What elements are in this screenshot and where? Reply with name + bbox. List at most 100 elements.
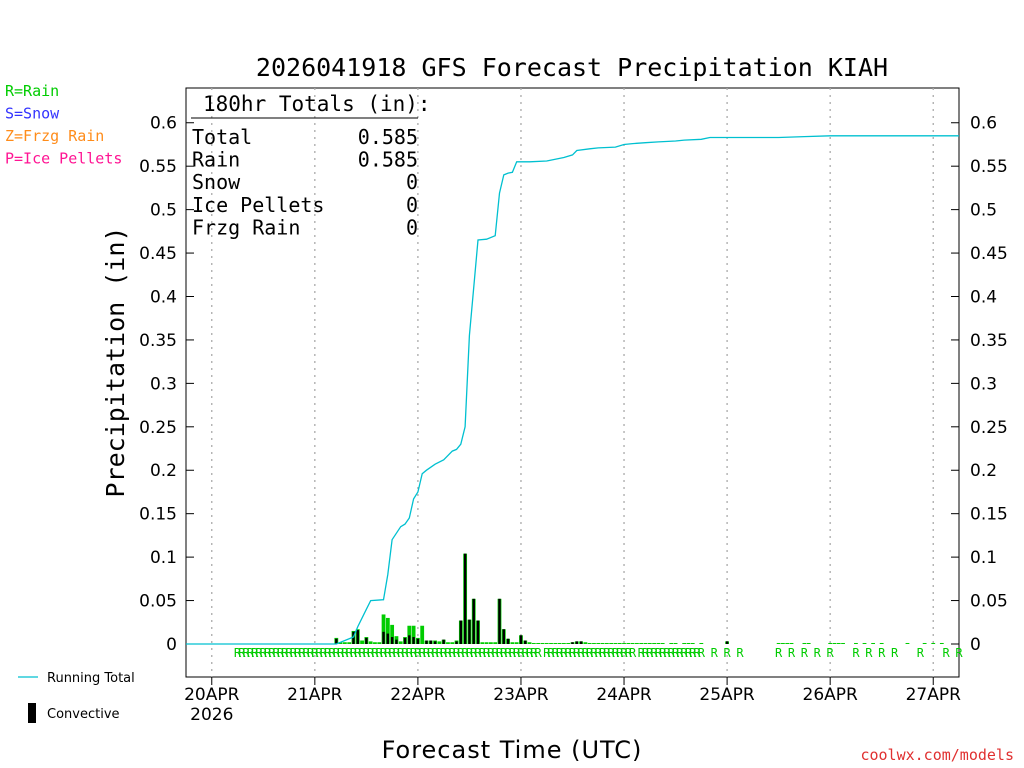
totals-box: 180hr Totals (in): Total 0.585 Rain 0.585 Sn…	[191, 92, 431, 239]
precip-type-marker-65: R	[513, 646, 521, 660]
precip-type-marker-118: R	[891, 646, 899, 660]
precip-type-marker-36: R	[389, 646, 397, 660]
x-tick-label-4: 24APR	[596, 685, 652, 705]
precip-type-marker-52: R	[457, 646, 465, 660]
y-tick-label-right-9: 0.45	[970, 244, 1008, 264]
rain-bar-69	[630, 642, 635, 644]
y-tick-label-right-8: 0.4	[970, 287, 997, 307]
precip-type-marker-110: R	[775, 646, 783, 660]
convective-bar-30	[725, 641, 729, 644]
convective-bar-10	[412, 637, 415, 644]
precip-type-marker-102: R	[681, 646, 689, 660]
legend-key-0: R=Rain	[5, 82, 59, 100]
totals-value-1: 0.585	[358, 148, 418, 172]
precip-type-marker-116: R	[865, 646, 873, 660]
rain-bar-26	[446, 642, 450, 644]
credit-text: coolwx.com/models	[860, 746, 1014, 764]
rain-bar-71	[639, 642, 644, 644]
y-tick-label-left-11: 0.55	[139, 157, 177, 177]
x-tick-label-7: 27APR	[906, 685, 962, 705]
convective-bar-8	[403, 637, 407, 644]
convective-legend-label: Convective	[47, 707, 120, 722]
precip-type-marker-88: R	[616, 646, 624, 660]
legend-key-1: S=Snow	[5, 105, 60, 123]
rain-bar-3	[347, 642, 352, 644]
rain-bar-52	[557, 642, 562, 644]
rain-bar-17	[407, 625, 412, 644]
rain-bar-6	[360, 640, 364, 644]
rain-bar-92	[836, 642, 841, 644]
rain-bar-37	[493, 642, 498, 644]
precip-type-marker-89: R	[620, 646, 628, 660]
rain-bar-9	[373, 642, 377, 644]
convective-bar-26	[524, 640, 527, 644]
precip-type-marker-86: R	[608, 646, 616, 660]
rain-bar-77	[669, 642, 674, 644]
precip-type-marker-14: R	[294, 646, 302, 660]
y-tick-label-left-1: 0.05	[139, 592, 177, 612]
precip-type-marker-7: R	[264, 646, 272, 660]
x-axis-label: Forecast Time (UTC)	[382, 736, 643, 764]
y-tick-label-left-8: 0.4	[150, 287, 177, 307]
convective-bar-11	[416, 638, 420, 644]
precip-type-marker-107: R	[711, 646, 719, 660]
precip-type-marker-55: R	[470, 646, 478, 660]
precip-type-marker-71: R	[543, 646, 551, 660]
rain-bar-98	[905, 642, 910, 644]
rain-bar-78	[673, 642, 678, 644]
plot-frame	[185, 87, 960, 678]
precip-type-marker-56: R	[474, 646, 482, 660]
precip-type-marker-81: R	[586, 646, 594, 660]
precip-type-marker-111: R	[788, 646, 796, 660]
precip-type-marker-58: R	[483, 646, 491, 660]
precip-type-marker-80: R	[582, 646, 590, 660]
precip-type-marker-101: R	[676, 646, 684, 660]
precip-bars	[334, 553, 944, 644]
precip-type-marker-62: R	[500, 646, 508, 660]
rain-bar-62	[600, 642, 605, 644]
x-tick-label-6: 26APR	[803, 685, 859, 705]
precip-type-marker-39: R	[401, 646, 409, 660]
precip-type-marker-105: R	[693, 646, 701, 660]
convective-legend-swatch	[28, 703, 36, 723]
precip-type-marker-1: R	[238, 646, 246, 660]
precip-type-marker-26: R	[346, 646, 354, 660]
rain-bar-94	[854, 642, 858, 644]
rain-bar-47	[536, 642, 541, 644]
precip-type-marker-8: R	[268, 646, 276, 660]
y-tick-label-left-9: 0.45	[139, 244, 177, 264]
rain-bar-70	[635, 642, 639, 644]
rain-bar-42	[514, 642, 519, 644]
rain-bar-18	[411, 625, 416, 644]
precip-type-marker-100: R	[672, 646, 680, 660]
y-tick-label-right-7: 0.35	[970, 331, 1008, 351]
rain-bar-90	[828, 642, 833, 644]
precip-type-marker-64: R	[509, 646, 517, 660]
rain-bar-96	[871, 642, 876, 644]
precip-type-marker-9: R	[273, 646, 281, 660]
y-tick-label-right-2: 0.1	[970, 548, 997, 568]
rain-bar-49	[544, 642, 549, 644]
precip-type-marker-87: R	[612, 646, 620, 660]
rain-bar-79	[682, 642, 687, 644]
y-tick-label-left-4: 0.2	[150, 461, 177, 481]
rain-bar-8	[368, 641, 373, 644]
rain-bar-36	[489, 642, 493, 644]
precip-type-marker-92: R	[638, 646, 646, 660]
y-tick-label-left-5: 0.25	[139, 418, 177, 438]
precip-type-marker-50: R	[449, 646, 457, 660]
y-tick-label-right-5: 0.25	[970, 418, 1008, 438]
precip-type-marker-44: R	[423, 646, 431, 660]
convective-bar-4	[382, 631, 385, 644]
convective-bar-13	[429, 640, 432, 644]
precip-type-marker-90: R	[625, 646, 633, 660]
totals-label-0: Total	[192, 125, 252, 149]
precip-type-marker-67: R	[522, 646, 530, 660]
precip-type-marker-98: R	[663, 646, 671, 660]
precip-type-marker-60: R	[492, 646, 500, 660]
precip-type-marker-32: R	[371, 646, 379, 660]
precip-type-marker-43: R	[419, 646, 427, 660]
precip-type-marker-19: R	[316, 646, 324, 660]
precip-type-marker-121: R	[955, 646, 963, 660]
precip-type-marker-59: R	[487, 646, 495, 660]
